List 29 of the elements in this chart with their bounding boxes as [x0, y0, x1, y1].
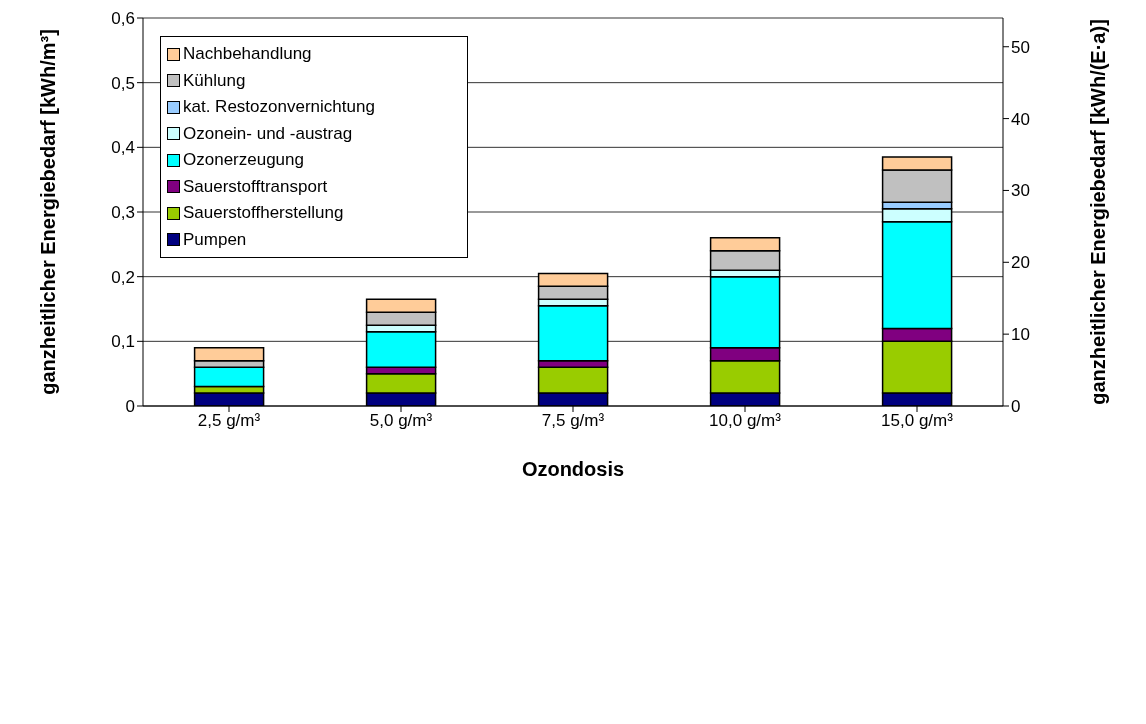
x-axis-title: Ozondosis — [521, 458, 625, 480]
y-axis-title: ganzheitlicher Energiebedarf [kWh/m³] — [37, 29, 60, 395]
y2-tick-label: 40 — [1011, 109, 1030, 129]
y2-tick-label: 50 — [1011, 37, 1030, 57]
legend-label: Sauerstofftransport — [183, 176, 328, 197]
y-tick-label: 0,2 — [111, 267, 135, 287]
legend-label: kat. Restozonvernichtung — [183, 97, 375, 118]
x-tick-label: 7,5 g/m³ — [541, 411, 605, 431]
x-tick-label: 2,5 g/m³ — [197, 411, 261, 431]
legend-label: Ozonerzeugung — [183, 150, 304, 171]
y2-tick-label: 20 — [1011, 253, 1030, 273]
y2-tick-label: 30 — [1011, 181, 1030, 201]
y2-tick-label: 10 — [1011, 325, 1030, 345]
x-tick-label: 5,0 g/m³ — [369, 411, 433, 431]
legend-label: Kühlung — [183, 70, 246, 91]
y-tick-label: 0,5 — [111, 73, 135, 93]
x-tick-label: 10,0 g/m³ — [709, 411, 782, 431]
legend-label: Sauerstoffherstellung — [183, 203, 344, 224]
y-tick-label: 0,3 — [111, 203, 135, 223]
y-tick-label: 0 — [125, 397, 135, 417]
y2-tick-label: 0 — [1011, 397, 1021, 417]
y2-axis-title: ganzheitlicher Energiebedarf [kWh/(E·a)] — [1087, 19, 1110, 405]
legend-label: Pumpen — [183, 229, 247, 250]
legend-label: Ozonein- und -austrag — [183, 123, 353, 144]
y-tick-label: 0,1 — [111, 332, 135, 352]
legend-label: Nachbehandlung — [183, 44, 312, 65]
y-tick-label: 0,4 — [111, 138, 135, 158]
y-tick-label: 0,6 — [111, 9, 135, 29]
x-tick-label: 15,0 g/m³ — [881, 411, 954, 431]
